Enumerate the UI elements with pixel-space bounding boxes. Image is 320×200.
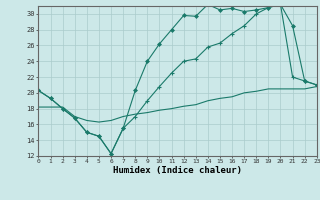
X-axis label: Humidex (Indice chaleur): Humidex (Indice chaleur) [113, 166, 242, 175]
